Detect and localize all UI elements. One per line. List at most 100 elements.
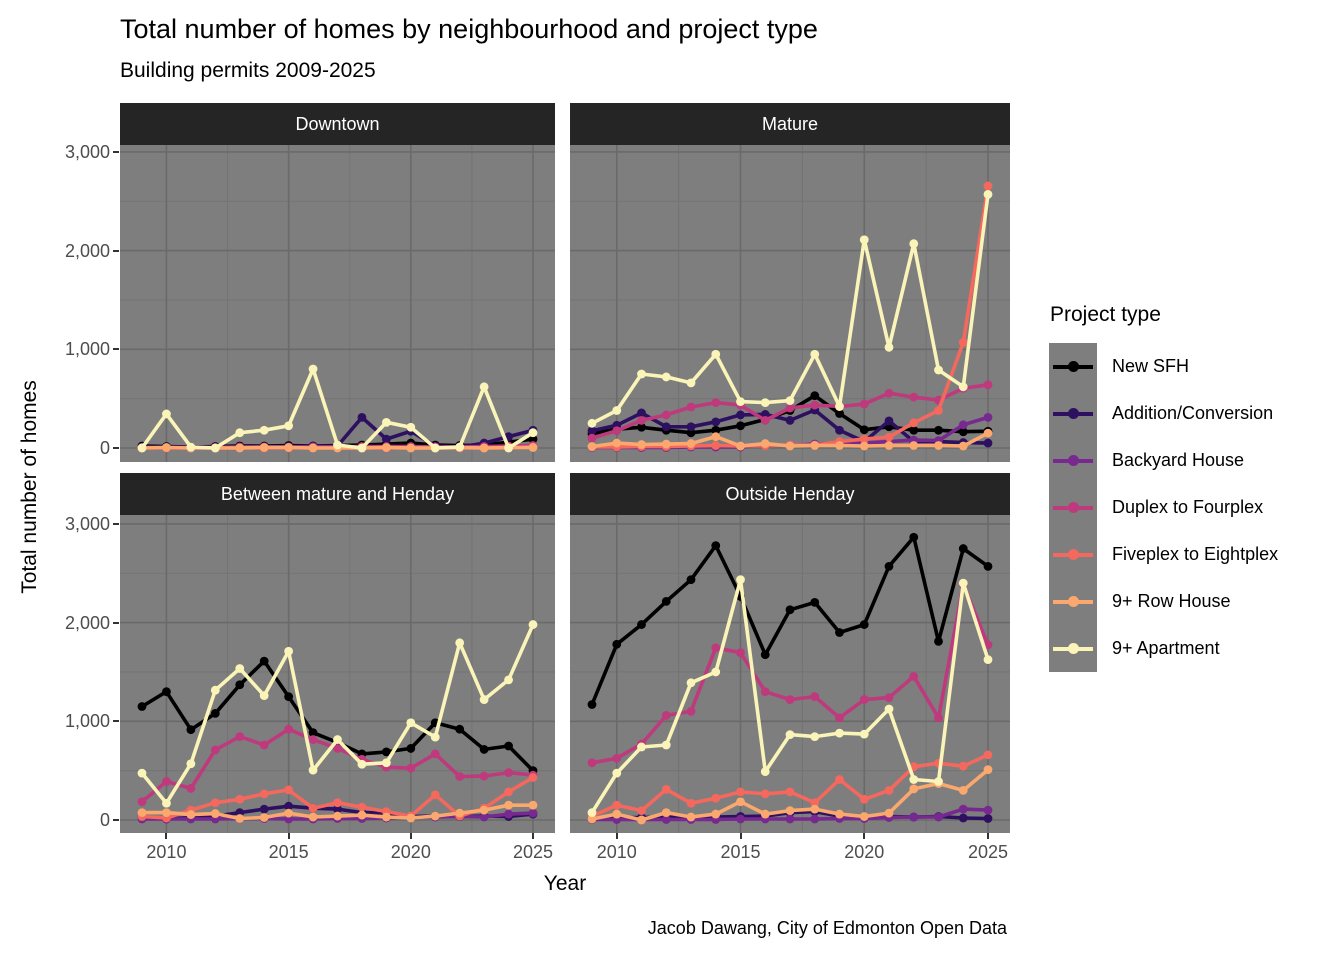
chart-subtitle: Building permits 2009-2025 [120,59,376,82]
data-point [528,773,538,782]
data-point [587,418,597,428]
data-point [406,718,416,728]
data-point [711,425,721,435]
data-point [909,532,919,542]
facet-strip-label: Downtown [120,103,555,145]
data-point [983,750,993,760]
data-point [785,730,795,740]
data-point [259,425,269,435]
data-point [934,713,943,723]
data-point [430,732,440,742]
data-point [785,806,795,816]
data-point [810,798,820,808]
data-point [479,805,489,815]
data-point [284,421,294,431]
chart-title: Total number of homes by neighbourhood a… [120,14,818,44]
data-point [884,342,894,352]
data-point [587,814,597,824]
data-point [162,409,171,419]
data-point [884,693,894,703]
data-point [686,575,696,585]
legend-key-dot [1067,502,1079,513]
data-point [186,725,196,735]
data-point [284,808,294,818]
y-tick-mark [113,348,119,351]
legend-entry-9-row-house: 9+ Row House [1049,578,1339,625]
data-point [406,443,416,453]
data-point [785,605,795,615]
y-tick-mark [113,249,119,252]
y-tick-mark [113,819,119,821]
data-point [958,578,968,588]
data-point [235,680,245,690]
data-point [785,814,795,824]
data-point [983,413,993,422]
data-point [455,724,465,734]
data-point [884,416,894,426]
x-tick-mark [615,833,618,839]
data-point [504,741,513,751]
data-point [528,428,538,438]
data-point [479,443,489,453]
data-point [983,438,993,448]
data-point [479,771,489,781]
legend-key-dot [1067,549,1079,560]
data-point [210,685,220,695]
data-point [884,388,894,398]
data-point [406,763,416,773]
data-point [711,349,721,359]
data-point [528,443,538,452]
data-point [587,808,597,817]
data-point [455,442,465,452]
data-point [528,620,538,629]
data-point [430,790,440,800]
data-point [810,814,820,824]
data-point [284,443,294,452]
data-point [308,735,318,744]
data-point [612,639,622,649]
facet-outside-henday: Outside Henday [570,473,1010,833]
legend-entry-new-sfh: New SFH [1049,343,1339,390]
data-point [760,789,770,799]
data-point [934,636,943,646]
x-tick-label: 2020 [390,842,431,862]
data-point [686,402,696,412]
x-tick-mark [987,833,989,839]
data-point [686,798,696,808]
data-point [137,797,147,807]
data-point [259,656,269,666]
data-point [909,441,919,450]
data-point [308,443,318,453]
data-point [661,422,671,432]
y-tick-label: 2,000 [64,240,110,261]
x-tick-mark [409,833,412,839]
data-point [909,392,919,402]
legend-entry-duplex-to-fourplex: Duplex to Fourplex [1049,484,1339,531]
legend-key-swatch [1049,390,1097,437]
data-point [785,415,795,425]
x-tick-label: 2010 [146,842,187,862]
data-point [259,691,269,701]
x-tick-mark [165,833,168,839]
data-point [381,443,391,452]
data-point [859,399,869,409]
data-point [210,709,220,718]
x-tick-label: 2015 [720,842,761,862]
data-point [162,777,171,786]
data-point [934,812,943,822]
data-point [983,380,993,390]
data-point [162,443,171,452]
legend-entries: New SFH Addition/Conversion Backyard House… [1049,343,1339,672]
data-point [983,765,993,775]
legend-label: Backyard House [1112,450,1245,470]
data-point [235,443,245,453]
data-point [259,813,269,822]
data-point [736,814,745,824]
data-point [162,687,171,697]
data-point [958,544,968,553]
data-point [637,440,646,449]
data-point [284,646,294,656]
data-point [259,789,269,799]
data-point [736,397,745,407]
data-point [661,710,671,720]
